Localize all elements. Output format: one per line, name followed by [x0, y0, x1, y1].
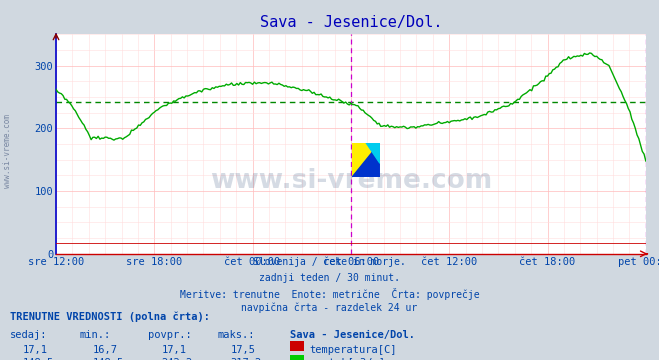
Text: Meritve: trenutne  Enote: metrične  Črta: povprečje: Meritve: trenutne Enote: metrične Črta: …: [180, 288, 479, 300]
Polygon shape: [366, 143, 380, 163]
Text: zadnji teden / 30 minut.: zadnji teden / 30 minut.: [259, 273, 400, 283]
Text: 17,1: 17,1: [161, 345, 186, 355]
Text: 17,1: 17,1: [23, 345, 48, 355]
Polygon shape: [352, 143, 380, 177]
Text: min.:: min.:: [79, 330, 110, 340]
Text: 148,5: 148,5: [23, 358, 54, 360]
Text: Slovenija / reke in morje.: Slovenija / reke in morje.: [253, 257, 406, 267]
Text: Sava - Jesenice/Dol.: Sava - Jesenice/Dol.: [290, 330, 415, 340]
Text: maks.:: maks.:: [217, 330, 255, 340]
Text: 242,2: 242,2: [161, 358, 192, 360]
Text: 16,7: 16,7: [92, 345, 117, 355]
Text: www.si-vreme.com: www.si-vreme.com: [210, 168, 492, 194]
Text: navpična črta - razdelek 24 ur: navpična črta - razdelek 24 ur: [241, 303, 418, 313]
Text: 17,5: 17,5: [231, 345, 256, 355]
Title: Sava - Jesenice/Dol.: Sava - Jesenice/Dol.: [260, 15, 442, 30]
Text: temperatura[C]: temperatura[C]: [310, 345, 397, 355]
Polygon shape: [352, 143, 380, 177]
Text: TRENUTNE VREDNOSTI (polna črta):: TRENUTNE VREDNOSTI (polna črta):: [10, 311, 210, 322]
Text: 317,2: 317,2: [231, 358, 262, 360]
Text: pretok[m3/s]: pretok[m3/s]: [310, 358, 385, 360]
Text: povpr.:: povpr.:: [148, 330, 192, 340]
Text: www.si-vreme.com: www.si-vreme.com: [3, 114, 13, 188]
Text: 148,5: 148,5: [92, 358, 123, 360]
Text: sedaj:: sedaj:: [10, 330, 47, 340]
